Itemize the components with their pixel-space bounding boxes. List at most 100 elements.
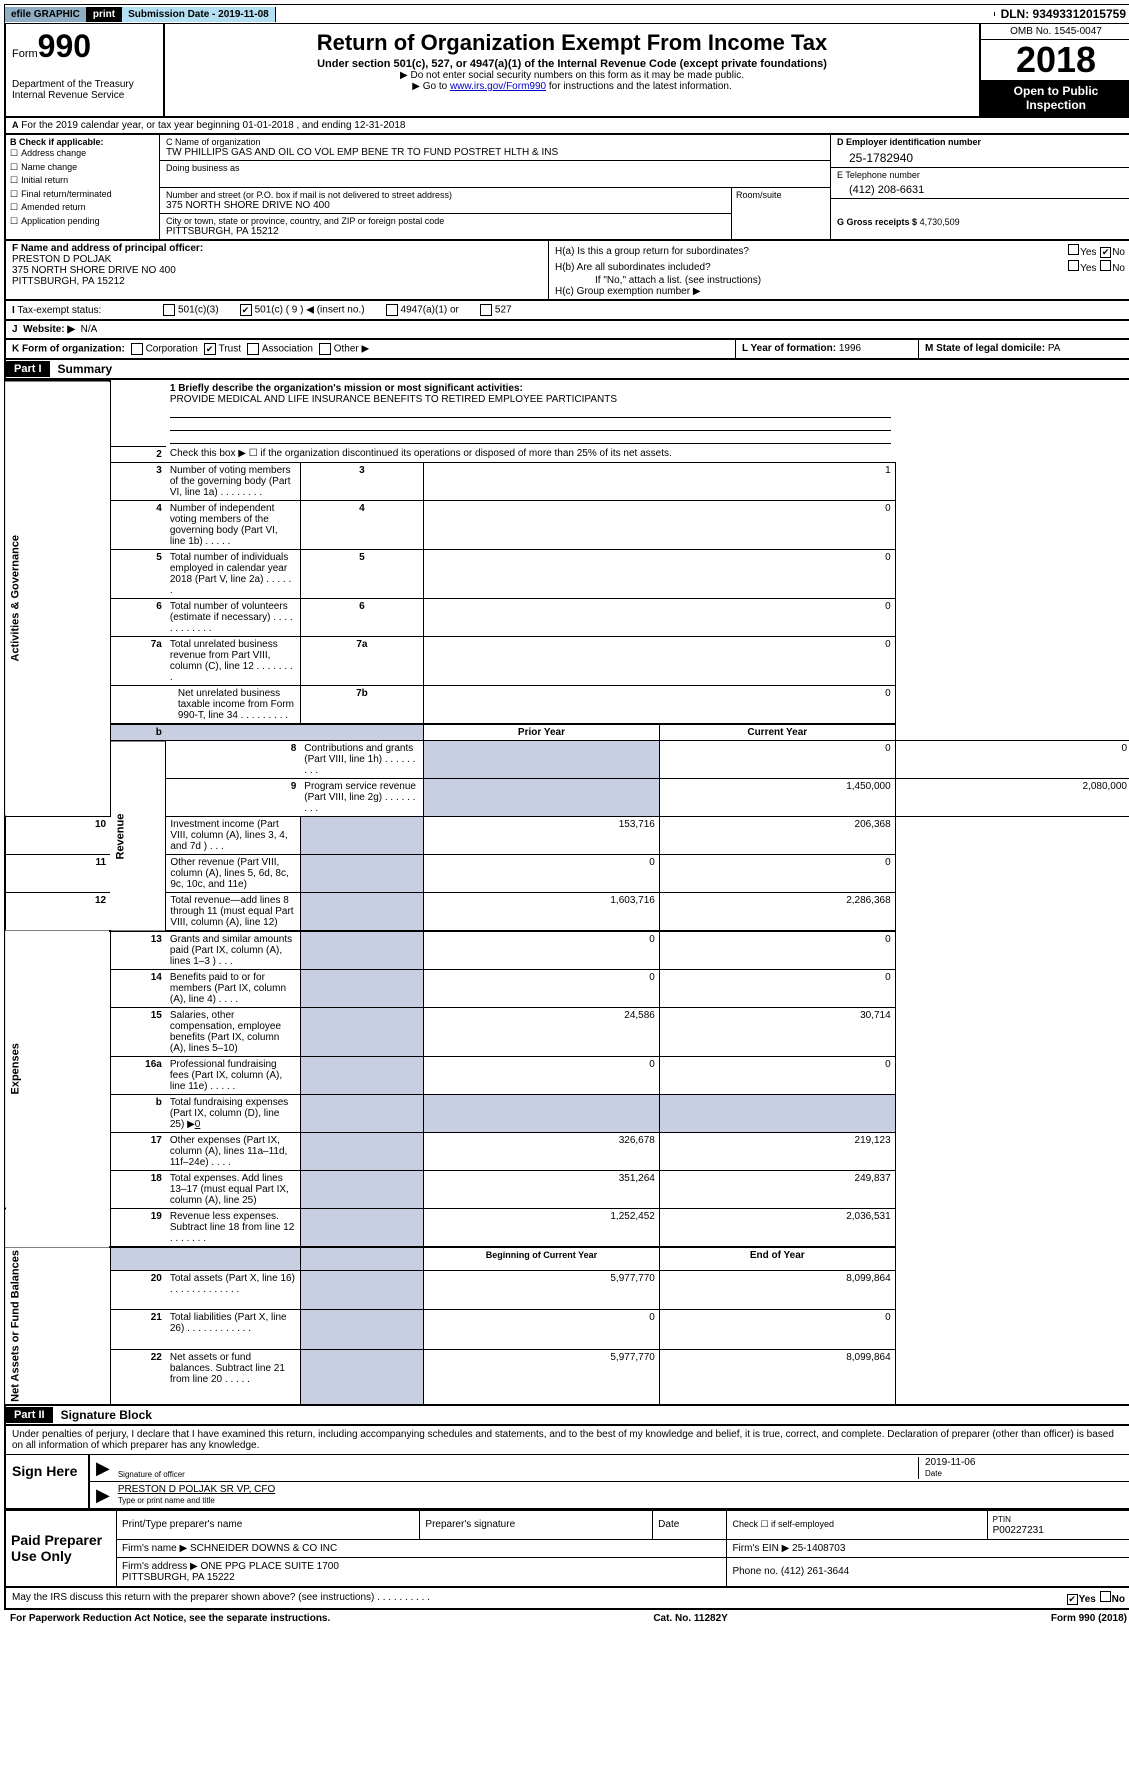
c11: 0 <box>659 855 895 893</box>
state-domicile: PA <box>1048 343 1061 354</box>
form-subtitle: Under section 501(c), 527, or 4947(a)(1)… <box>171 58 973 70</box>
firm-name: SCHNEIDER DOWNS & CO INC <box>190 1543 337 1554</box>
p9: 1,450,000 <box>659 779 895 817</box>
val-l5: 0 <box>424 549 896 598</box>
room-suite-lbl: Room/suite <box>732 188 830 239</box>
chk-trust[interactable] <box>204 343 216 355</box>
officer-printed-name: PRESTON D POLJAK SR VP, CFO <box>118 1484 275 1495</box>
val-l4: 0 <box>424 500 896 549</box>
p15: 24,586 <box>424 1008 660 1057</box>
summary-table: Activities & Governance 1 Briefly descri… <box>4 380 1129 1406</box>
addr-value: 375 NORTH SHORE DRIVE NO 400 <box>166 200 330 211</box>
c19: 2,036,531 <box>659 1209 895 1248</box>
omb-number: OMB No. 1545-0047 <box>981 24 1129 40</box>
chk-amended[interactable]: Amended return <box>10 201 155 215</box>
val-l7a: 0 <box>424 636 896 685</box>
ha-lbl: H(a) Is this a group return for subordin… <box>555 246 749 257</box>
p8: 0 <box>659 741 895 779</box>
hb-yesno[interactable]: Yes No <box>1067 260 1125 274</box>
sig-date: 2019-11-06 <box>925 1457 975 1468</box>
tel-lbl: E Telephone number <box>837 170 920 180</box>
section-b-label: B Check if applicable: <box>10 137 104 147</box>
l16b-val: 0 <box>195 1119 201 1130</box>
tax-exempt-row: I Tax-exempt status: 501(c)(3) 501(c) ( … <box>4 301 1129 321</box>
chk-address-change[interactable]: Address change <box>10 147 155 161</box>
top-toolbar: efile GRAPHIC print Submission Date - 20… <box>4 4 1129 24</box>
c13: 0 <box>659 931 895 970</box>
city-value: PITTSBURGH, PA 15212 <box>166 226 279 237</box>
submission-date-badge: Submission Date - 2019-11-08 <box>122 7 276 22</box>
p16a: 0 <box>424 1057 660 1095</box>
tax-year: 2018 <box>981 40 1129 80</box>
p20: 5,977,770 <box>424 1271 660 1310</box>
chk-corp[interactable] <box>131 343 143 355</box>
dln-label: DLN: 93493312015759 <box>995 5 1129 23</box>
klm-row: K Form of organization: Corporation Trus… <box>4 340 1129 360</box>
website-value: N/A <box>81 324 98 335</box>
city-lbl: City or town, state or province, country… <box>166 216 444 226</box>
sign-here-label: Sign Here <box>6 1455 90 1508</box>
print-button[interactable]: print <box>87 7 122 22</box>
org-name: TW PHILLIPS GAS AND OIL CO VOL EMP BENE … <box>166 147 558 158</box>
preparer-table: Paid Preparer Use Only Print/Type prepar… <box>4 1510 1129 1588</box>
hb-note: If "No," attach a list. (see instruction… <box>555 275 1125 286</box>
org-name-lbl: C Name of organization <box>166 137 261 147</box>
perjury-declaration: Under penalties of perjury, I declare th… <box>6 1426 1129 1454</box>
chk-name-change[interactable]: Name change <box>10 161 155 175</box>
discuss-yesno[interactable]: Yes No <box>1066 1591 1125 1605</box>
gross-lbl: G Gross receipts $ <box>837 217 917 227</box>
c15: 30,714 <box>659 1008 895 1057</box>
c10: 206,368 <box>659 817 895 855</box>
chk-527[interactable] <box>480 304 492 316</box>
p17: 326,678 <box>424 1133 660 1171</box>
chk-app-pending[interactable]: Application pending <box>10 215 155 229</box>
tel-value: (412) 208-6631 <box>837 180 1125 196</box>
p19: 1,252,452 <box>424 1209 660 1248</box>
form-title: Return of Organization Exempt From Incom… <box>171 30 973 56</box>
hc-lbl: H(c) Group exemption number ▶ <box>555 286 1125 297</box>
c22: 8,099,864 <box>659 1349 895 1405</box>
chk-assoc[interactable] <box>247 343 259 355</box>
arrow-icon: ▶ <box>96 1458 110 1479</box>
c14: 0 <box>659 970 895 1008</box>
side-revenue: Revenue <box>110 741 166 932</box>
val-l6: 0 <box>424 598 896 636</box>
chk-final-return[interactable]: Final return/terminated <box>10 188 155 202</box>
c17: 219,123 <box>659 1133 895 1171</box>
chk-501c3[interactable] <box>163 304 175 316</box>
c12: 2,286,368 <box>659 893 895 932</box>
note-link: ▶ Go to www.irs.gov/Form990 for instruct… <box>171 81 973 92</box>
c8: 0 <box>895 741 1129 779</box>
irs-link[interactable]: www.irs.gov/Form990 <box>450 81 546 92</box>
firm-ein: Firm's EIN ▶ 25-1408703 <box>727 1539 1129 1557</box>
p18: 351,264 <box>424 1171 660 1209</box>
c18: 249,837 <box>659 1171 895 1209</box>
chk-initial-return[interactable]: Initial return <box>10 174 155 188</box>
chk-501c[interactable] <box>240 304 252 316</box>
efile-button[interactable]: efile GRAPHIC <box>5 7 87 22</box>
hb-lbl: H(b) Are all subordinates included? <box>555 262 711 273</box>
p12: 1,603,716 <box>424 893 660 932</box>
ptin-value: P00227231 <box>993 1525 1044 1536</box>
dept-label: Department of the Treasury Internal Reve… <box>12 79 157 101</box>
mission-text: PROVIDE MEDICAL AND LIFE INSURANCE BENEF… <box>170 394 617 405</box>
form-header: Form990 Department of the Treasury Inter… <box>4 24 1129 118</box>
ein-value: 25-1782940 <box>837 147 1125 165</box>
c20: 8,099,864 <box>659 1271 895 1310</box>
chk-4947[interactable] <box>386 304 398 316</box>
officer-lbl: F Name and address of principal officer: <box>12 243 203 254</box>
chk-other[interactable] <box>319 343 331 355</box>
side-net-assets: Net Assets or Fund Balances <box>5 1247 110 1405</box>
firm-phone: Phone no. (412) 261-3644 <box>727 1557 1129 1587</box>
ha-yesno[interactable]: Yes No <box>1067 244 1125 258</box>
signature-block: Under penalties of perjury, I declare th… <box>4 1426 1129 1510</box>
val-l3: 1 <box>424 462 896 500</box>
p14: 0 <box>424 970 660 1008</box>
note-ssn: ▶ Do not enter social security numbers o… <box>171 70 973 81</box>
p11: 0 <box>424 855 660 893</box>
p22: 5,977,770 <box>424 1349 660 1405</box>
gross-value: 4,730,509 <box>920 217 960 227</box>
c9: 2,080,000 <box>895 779 1129 817</box>
dba-lbl: Doing business as <box>166 163 240 173</box>
open-public-badge: Open to Public Inspection <box>981 80 1129 116</box>
